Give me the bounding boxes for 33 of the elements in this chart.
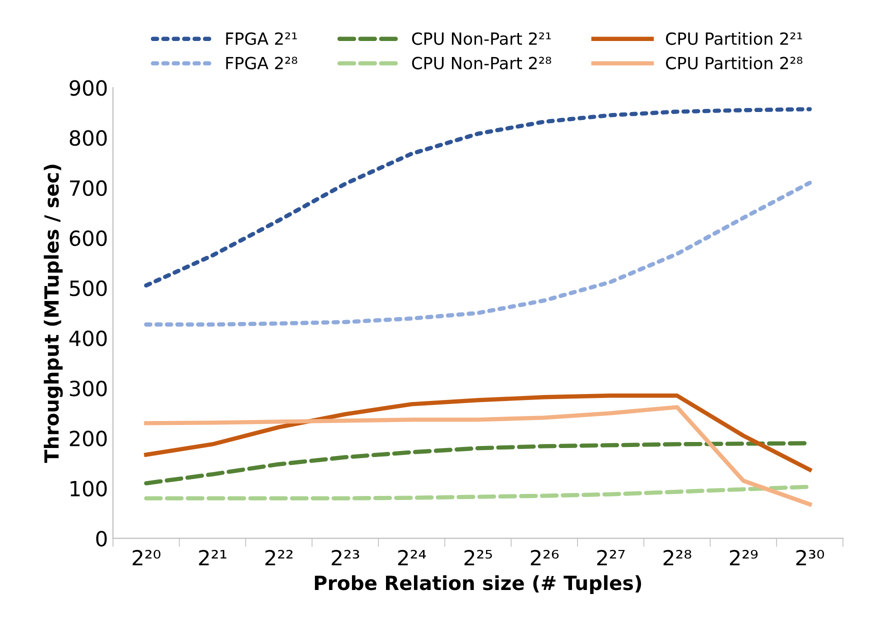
x-tick-label: 2²¹ — [199, 550, 226, 566]
x-tick-label: 2²⁶ — [530, 550, 559, 566]
x-tick-label: 2²⁷ — [597, 550, 625, 566]
legend-label: CPU Partition 2²⁸ — [666, 56, 802, 70]
legend-label: FPGA 2²¹ — [226, 32, 297, 45]
y-tick-label: 200 — [70, 430, 107, 446]
legend-label: FPGA 2²⁸ — [226, 56, 298, 70]
x-axis-title: Probe Relation size (# Tuples) — [314, 575, 642, 594]
y-tick-label: 0 — [96, 530, 107, 547]
x-tick-label: 2²⁵ — [464, 550, 492, 566]
line-series — [144, 180, 812, 327]
y-tick-label: 900 — [70, 80, 107, 96]
line-series — [144, 405, 812, 506]
y-tick-label: 700 — [70, 180, 107, 196]
y-tick-label: 100 — [70, 480, 107, 496]
legend-label: CPU Non-Part 2²¹ — [412, 32, 551, 45]
y-axis-title: Throughput (MTuples / sec) — [44, 164, 63, 463]
y-tick-label: 800 — [70, 130, 107, 146]
line-series — [144, 107, 812, 288]
x-tick-label: 2³⁰ — [796, 550, 824, 566]
x-tick-label: 2²⁴ — [398, 550, 426, 566]
x-tick-label: 2²³ — [332, 550, 360, 566]
line-series — [144, 394, 812, 472]
x-tick-label: 2²⁸ — [664, 550, 692, 566]
x-tick-label: 2²⁰ — [132, 550, 160, 566]
y-tick-label: 600 — [70, 230, 107, 246]
y-tick-label: 400 — [69, 330, 107, 346]
y-tick-label: 500 — [70, 280, 107, 296]
x-tick-label: 2²² — [265, 550, 293, 566]
x-tick-label: 2²⁹ — [730, 550, 758, 566]
legend-label: CPU Non-Part 2²⁸ — [412, 56, 552, 70]
legend-label: CPU Partition 2²¹ — [666, 32, 802, 45]
y-tick-label: 300 — [70, 380, 107, 396]
